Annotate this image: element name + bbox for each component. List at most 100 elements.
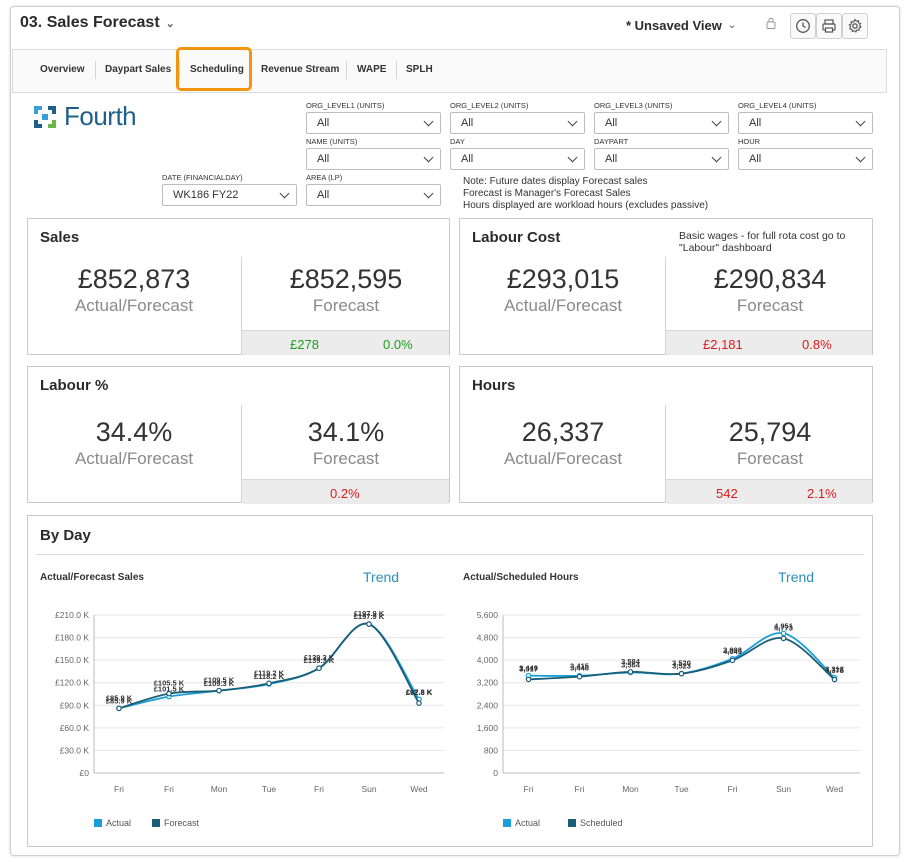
- tab-revenue-stream[interactable]: Revenue Stream: [261, 64, 340, 75]
- hours-point-scheduled: [831, 676, 838, 683]
- org-level2-select[interactable]: All: [450, 112, 585, 134]
- note-line: Note: Future dates display Forecast sale…: [463, 176, 648, 187]
- logo-text: Fourth: [64, 101, 137, 131]
- sales-data-label: £139.3 K: [304, 656, 335, 665]
- date-value: WK186 FY22: [173, 189, 239, 201]
- hours-point-scheduled: [525, 676, 532, 683]
- sales-title: Sales: [40, 229, 80, 246]
- day-value: All: [461, 153, 474, 165]
- date-select[interactable]: WK186 FY22: [162, 184, 297, 206]
- sales-data-label: £85.9 K: [106, 696, 133, 705]
- labour-cost-actual-label: Actual/Forecast: [503, 296, 623, 315]
- dashboard-title[interactable]: 03. Sales Forecast ⌄: [20, 14, 175, 32]
- clock-icon: [796, 19, 810, 33]
- sales-variance-pct: 0.0%: [383, 337, 413, 352]
- org-level1-value: All: [317, 117, 330, 129]
- hours-point-scheduled: [678, 670, 685, 677]
- hours-trend-link[interactable]: Trend: [778, 569, 815, 585]
- org-level2-value: All: [461, 117, 474, 129]
- sales-y-tick-label: £60.0 K: [60, 723, 90, 733]
- sales-x-tick-label: Fri: [164, 784, 174, 794]
- labour-cost-title: Labour Cost: [472, 229, 561, 246]
- card-divider: [665, 405, 666, 503]
- tab-splh[interactable]: SPLH: [406, 64, 433, 75]
- labour-pct-forecast-value: 34.1%: [307, 417, 385, 447]
- hours-y-tick-label: 4,000: [477, 655, 499, 665]
- tab-overview[interactable]: Overview: [40, 64, 85, 75]
- sales-legend-swatch: [94, 819, 102, 827]
- hours-data-label: 4,773: [774, 623, 793, 632]
- schedule-button[interactable]: [790, 13, 816, 39]
- settings-button[interactable]: [842, 13, 868, 39]
- sales-data-label: £97.8 K: [406, 687, 433, 696]
- hours-data-label: 3,523: [672, 662, 691, 671]
- by-day-panel: By Day: [27, 515, 873, 847]
- tab-scheduling[interactable]: Scheduling: [190, 64, 244, 75]
- name-value: All: [317, 153, 330, 165]
- chevron-down-icon[interactable]: ⌄: [165, 17, 175, 30]
- hours-point-actual: [780, 630, 787, 637]
- print-icon: [822, 19, 836, 33]
- note-line: Hours displayed are workload hours (excl…: [463, 200, 709, 211]
- sales-data-label: £92.8 K: [406, 688, 433, 697]
- labour-pct-variance-bar: 0.2%: [242, 479, 449, 504]
- sales-y-tick-label: £210.0 K: [55, 610, 89, 620]
- sales-data-label: £197.9 K: [354, 609, 385, 618]
- active-tab-highlight: [176, 47, 252, 91]
- hours-variance-bar: 542 2.1%: [666, 479, 872, 504]
- labour-cost-card: Labour Cost Basic wages - for full rota …: [459, 218, 873, 355]
- labour-cost-variance-abs: £2,181: [703, 337, 743, 352]
- labour-cost-variance-bar: £2,181 0.8%: [666, 330, 872, 355]
- filter-label-area: AREA (LP): [306, 173, 343, 182]
- hours-data-label: 3,520: [672, 659, 691, 668]
- hours-data-label: 4,049: [723, 647, 742, 656]
- hours-legend-label: Scheduled: [580, 818, 623, 828]
- hours-point-scheduled: [576, 673, 583, 680]
- org-level1-select[interactable]: All: [306, 112, 441, 134]
- hours-x-tick-label: Fri: [524, 784, 534, 794]
- labour-cost-variance-pct: 0.8%: [802, 337, 832, 352]
- print-button[interactable]: [816, 13, 842, 39]
- view-selector[interactable]: * Unsaved View ⌄: [626, 18, 736, 33]
- sales-card: Sales £852,873 Actual/Forecast £852,595 …: [27, 218, 450, 355]
- filter-label-name: NAME (UNITS): [306, 137, 358, 146]
- hours-chart-title: Actual/Scheduled Hours: [463, 572, 579, 583]
- tab-wape[interactable]: WAPE: [357, 64, 387, 75]
- sales-data-label: £85.9 K: [106, 693, 133, 702]
- lock-icon[interactable]: [766, 17, 776, 29]
- labour-cost-note-2: "Labour" dashboard: [679, 242, 772, 254]
- area-value: All: [317, 189, 330, 201]
- tab-daypart-sales[interactable]: Daypart Sales: [105, 64, 172, 75]
- org-level4-value: All: [749, 117, 762, 129]
- hours-point-scheduled: [627, 669, 634, 675]
- hours-data-label: 4,951: [774, 621, 793, 630]
- org-level4-select[interactable]: All: [738, 112, 873, 134]
- day-select[interactable]: All: [450, 148, 585, 170]
- hours-y-tick-label: 0: [493, 768, 498, 778]
- by-day-divider: [36, 554, 864, 555]
- area-select[interactable]: All: [306, 184, 441, 206]
- sales-point-forecast: [116, 705, 122, 712]
- tab-divider: [95, 61, 96, 79]
- sales-point-forecast: [216, 687, 222, 694]
- chevron-down-icon[interactable]: ⌄: [727, 20, 737, 31]
- name-select[interactable]: All: [306, 148, 441, 170]
- labour-cost-actual-value: £293,015: [506, 264, 620, 294]
- hours-actual-value: 26,337: [521, 417, 605, 447]
- org-level3-select[interactable]: All: [594, 112, 729, 134]
- sales-data-label: £139.3 K: [304, 653, 335, 662]
- sales-data-label: £105.5 K: [154, 679, 185, 688]
- org-level3-value: All: [605, 117, 618, 129]
- sales-legend-label: Actual: [106, 818, 131, 828]
- sales-x-tick-label: Mon: [211, 784, 228, 794]
- filter-label-daypart: DAYPART: [594, 137, 629, 146]
- sales-y-tick-label: £150.0 K: [55, 655, 89, 665]
- hour-select[interactable]: All: [738, 148, 873, 170]
- sales-trend-link[interactable]: Trend: [363, 569, 400, 585]
- filter-label-org-level3: ORG_LEVEL3 (UNITS): [594, 101, 673, 110]
- daypart-select[interactable]: All: [594, 148, 729, 170]
- sales-y-tick-label: £180.0 K: [55, 633, 89, 643]
- sales-data-label: £119.2 K: [254, 668, 285, 677]
- labour-pct-actual-label: Actual/Forecast: [74, 449, 194, 468]
- hours-y-tick-label: 2,400: [477, 700, 499, 710]
